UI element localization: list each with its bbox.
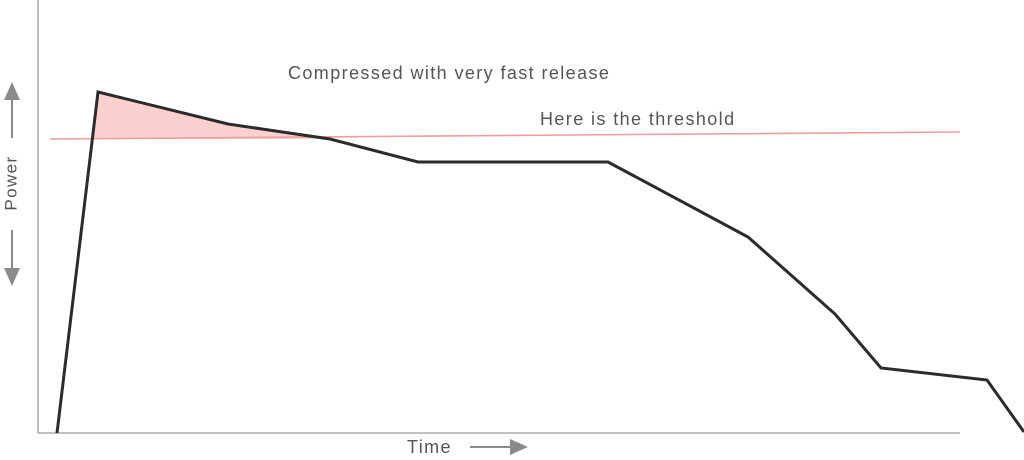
overshoot-fill xyxy=(91,92,330,139)
y-axis-label-group: Power xyxy=(1,82,20,286)
x-axis-label-group: Time xyxy=(407,437,528,457)
y-axis-label: Power xyxy=(1,155,20,210)
power-up-arrow-icon xyxy=(4,82,20,100)
power-down-arrow-icon xyxy=(4,268,20,286)
threshold-line xyxy=(49,131,961,140)
time-arrow-icon xyxy=(510,439,528,455)
chart-title: Compressed with very fast release xyxy=(288,63,610,83)
signal-envelope xyxy=(55,90,1024,434)
threshold-label: Here is the threshold xyxy=(540,109,736,129)
x-axis-label: Time xyxy=(407,437,452,457)
